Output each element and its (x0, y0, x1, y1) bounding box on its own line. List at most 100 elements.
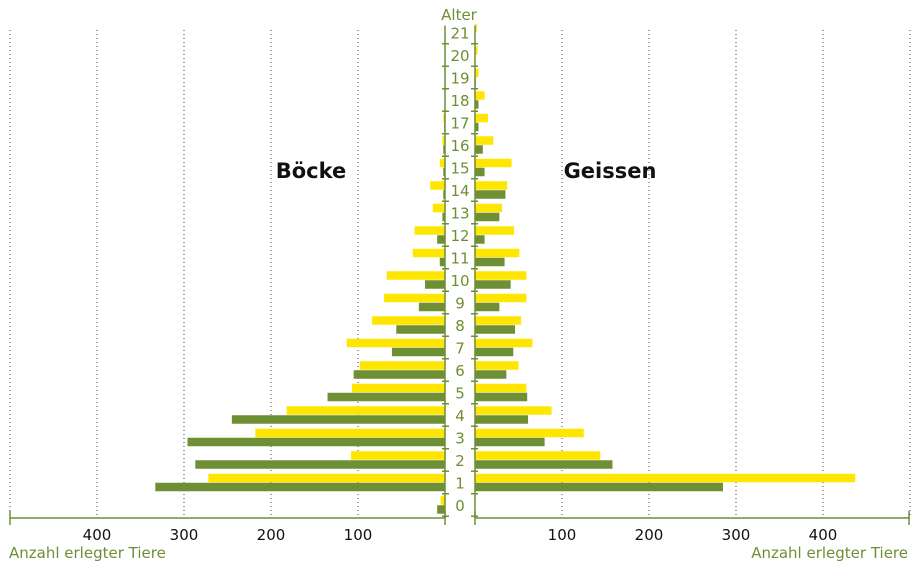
x-axis-label-left: Anzahl erlegter Tiere (9, 544, 166, 562)
bar-right-series_b-age-6 (475, 370, 507, 379)
bar-right-series_a-age-6 (475, 361, 519, 370)
x-axes: 100 100 200 200 300 300 400 400 (9, 511, 910, 544)
bar-left-series_b-age-2 (195, 460, 445, 469)
age-label: 12 (450, 227, 469, 245)
bar-right-series_a-age-5 (475, 383, 527, 393)
bar-right-series_b-age-13 (475, 212, 500, 222)
center-axis-background (445, 25, 475, 518)
bar-right-series_a-age-1 (475, 473, 856, 483)
bar-right-series_a-age-8 (475, 316, 522, 325)
bar-left-series_b-age-3 (187, 437, 446, 447)
age-label: 17 (450, 115, 469, 133)
bar-right-series_b-age-1 (475, 482, 723, 492)
bar-right-series_b-age-4 (475, 415, 529, 424)
bar-right-series_b-age-9 (475, 302, 500, 312)
bar-left-series_b-age-5 (327, 392, 445, 402)
bar-left-series_a-age-3 (255, 428, 445, 438)
age-label: 21 (450, 25, 469, 43)
bar-right-series_b-age-11 (475, 257, 505, 267)
age-label: 11 (450, 250, 469, 268)
age-label: 0 (455, 497, 465, 515)
age-label: 16 (450, 137, 469, 155)
bar-left-series_b-age-8 (396, 325, 445, 334)
bar-left-series_b-age-7 (391, 347, 445, 357)
bar-left-series_b-age-4 (231, 415, 445, 424)
bar-right-series_a-age-2 (475, 451, 601, 460)
bar-right-series_b-age-16 (475, 145, 483, 154)
bar-left-series_b-age-15 (443, 167, 445, 177)
age-label: 18 (450, 92, 469, 110)
bar-right-series_b-age-17 (475, 122, 479, 132)
bar-right-series_a-age-20 (475, 46, 478, 55)
bar-right-series_b-age-15 (475, 167, 485, 177)
bar-left-series_b-age-1 (155, 482, 446, 492)
left-group-label: Böcke (276, 159, 347, 183)
bar-right-series_a-age-17 (475, 113, 489, 123)
bar-right-series_b-age-14 (475, 190, 506, 199)
bar-right-series_b-age-12 (475, 235, 485, 244)
bar-left-series_b-age-13 (442, 212, 445, 222)
bar-left-series_a-age-13 (432, 203, 445, 213)
x-axis-label-right: Anzahl erlegter Tiere (751, 544, 908, 562)
bar-right-series_b-age-8 (475, 325, 516, 334)
bar-left-series_a-age-0 (440, 496, 445, 505)
age-label: 13 (450, 205, 469, 223)
age-label: 20 (450, 47, 469, 65)
age-label: 19 (450, 70, 469, 88)
bar-right-series_a-age-3 (475, 428, 584, 438)
age-label: 5 (455, 385, 465, 403)
bars (155, 23, 856, 514)
bar-left-series_a-age-14 (430, 181, 445, 190)
x-tick-label-left: 100 (344, 526, 373, 544)
bar-right-series_a-age-14 (475, 181, 508, 190)
bar-left-series_a-age-1 (208, 473, 445, 483)
bar-left-series_a-age-15 (439, 158, 445, 168)
age-label: 7 (455, 340, 465, 358)
bar-left-series_b-age-10 (424, 280, 445, 289)
bar-left-series_a-age-17 (443, 113, 445, 123)
bar-right-series_a-age-12 (475, 226, 515, 235)
bar-left-series_a-age-6 (359, 361, 445, 370)
bar-right-series_a-age-11 (475, 248, 520, 258)
bar-right-series_a-age-7 (475, 338, 533, 348)
bar-right-series_b-age-2 (475, 460, 613, 469)
bar-left-series_a-age-9 (384, 293, 445, 303)
bar-right-series_a-age-9 (475, 293, 527, 303)
x-tick-label-left: 400 (83, 526, 112, 544)
bar-left-series_a-age-12 (414, 226, 445, 235)
bar-right-series_b-age-7 (475, 347, 514, 357)
age-label: 1 (455, 475, 465, 493)
age-label: 9 (455, 295, 465, 313)
x-tick-label-left: 300 (170, 526, 199, 544)
age-label: 15 (450, 160, 469, 178)
bar-left-series_b-age-12 (437, 235, 445, 244)
bar-right-series_b-age-18 (475, 100, 479, 109)
bar-right-series_b-age-3 (475, 437, 545, 447)
age-label: 3 (455, 430, 465, 448)
bar-right-series_a-age-10 (475, 271, 527, 280)
bar-left-series_b-age-11 (439, 257, 445, 267)
grid-lines (9, 30, 911, 518)
bar-right-series_b-age-5 (475, 392, 528, 402)
bar-left-series_a-age-7 (346, 338, 445, 348)
bar-right-series_a-age-16 (475, 136, 494, 145)
x-tick-label-right: 100 (548, 526, 577, 544)
age-label: 10 (450, 272, 469, 290)
x-tick-label-right: 400 (809, 526, 838, 544)
age-label: 4 (455, 407, 465, 425)
bar-right-series_a-age-19 (475, 68, 479, 78)
bar-right-series_a-age-13 (475, 203, 502, 213)
bar-right-series_a-age-4 (475, 406, 552, 415)
bar-left-series_b-age-9 (418, 302, 445, 312)
age-label: 8 (455, 317, 465, 335)
right-group-label: Geissen (564, 159, 657, 183)
bar-left-series_b-age-14 (443, 190, 445, 199)
age-label: 14 (450, 182, 469, 200)
bar-left-series_a-age-2 (351, 451, 445, 460)
bar-left-series_b-age-16 (443, 145, 445, 154)
center-axis-label: Alter (441, 6, 478, 24)
bar-right-series_a-age-15 (475, 158, 512, 168)
bar-left-series_a-age-11 (412, 248, 445, 258)
bar-right-series_a-age-18 (475, 91, 485, 100)
